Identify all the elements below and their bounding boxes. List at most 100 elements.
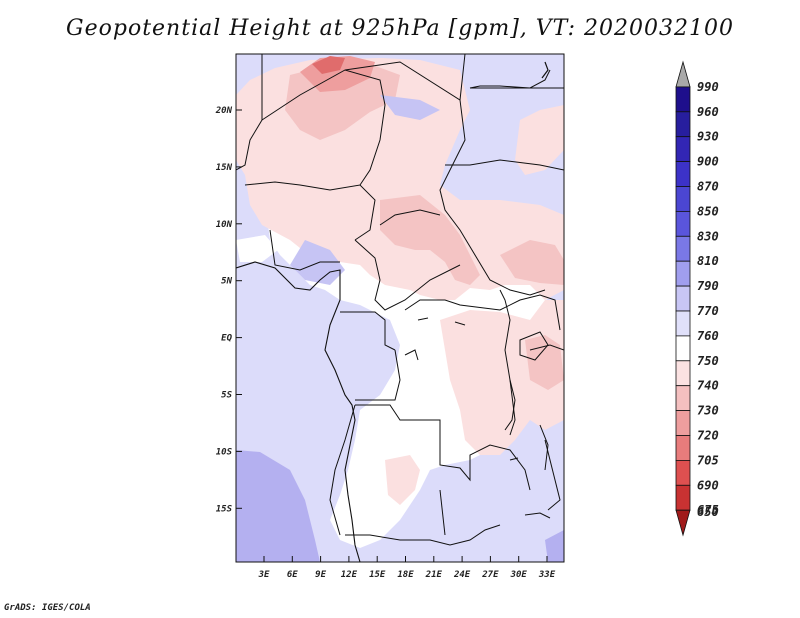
boundary-drc-north bbox=[404, 294, 561, 331]
lat-tick-label: 15S bbox=[216, 504, 233, 514]
river-3 bbox=[404, 349, 419, 361]
lat-tick-label: EQ bbox=[221, 334, 232, 344]
river-1 bbox=[417, 317, 429, 321]
field-low-southeast bbox=[545, 530, 564, 562]
boundary-gabon-congo bbox=[340, 311, 396, 351]
colorbar-label: 720 bbox=[697, 429, 719, 443]
colorbar-label: 750 bbox=[697, 354, 719, 368]
colorbar-label: 650 bbox=[697, 505, 719, 519]
colorbar-label: 740 bbox=[697, 379, 719, 393]
colorbar-bottom-arrow bbox=[675, 509, 691, 537]
lat-tick-label: 15N bbox=[216, 163, 233, 173]
footer-credit: GrADS: IGES/COLA bbox=[4, 603, 91, 613]
colorbar-segment bbox=[675, 435, 691, 461]
lon-tick-label: 9E bbox=[315, 570, 326, 580]
colorbar-label: 850 bbox=[697, 204, 719, 218]
lon-tick-label: 3E bbox=[258, 570, 270, 580]
boundary-chad-south bbox=[379, 209, 441, 226]
lon-tick-label: 27E bbox=[481, 570, 499, 580]
colorbar-label: 705 bbox=[697, 453, 719, 467]
colorbar-label: 900 bbox=[697, 155, 719, 169]
boundary-nigeria-north bbox=[244, 181, 376, 241]
field-high-north-max bbox=[312, 56, 345, 74]
colorbar-segment bbox=[675, 310, 691, 337]
colorbar-segment bbox=[675, 161, 691, 187]
boundary-namibia-north bbox=[345, 524, 501, 546]
coastline-sinai bbox=[541, 61, 549, 79]
colorbar-label: 770 bbox=[697, 304, 719, 318]
colorbar-segment bbox=[675, 136, 691, 162]
colorbar-segment bbox=[675, 210, 691, 237]
boundary-angola-coast bbox=[329, 404, 356, 536]
longitude-axis: 3E 6E 9E 12E 15E 18E 21E 24E 27E 30E 33E bbox=[258, 556, 556, 580]
river-zambezi bbox=[524, 512, 551, 519]
lake-victoria bbox=[519, 331, 549, 361]
colorbar: 990 960 930 900 870 850 830 810 790 770 760 750 740 7… bbox=[675, 60, 719, 537]
boundary-kenya bbox=[529, 344, 564, 351]
boundary-zambia-west bbox=[439, 489, 446, 536]
colorbar-top-arrow bbox=[675, 60, 691, 88]
lat-tick-label: 5S bbox=[221, 391, 232, 401]
colorbar-label: 830 bbox=[697, 229, 719, 243]
lon-tick-label: 21E bbox=[425, 570, 443, 580]
colorbar-label: 790 bbox=[697, 279, 719, 293]
colorbar-segment bbox=[675, 285, 691, 312]
colorbar-label: 990 bbox=[697, 80, 719, 94]
colorbar-segment bbox=[675, 86, 691, 113]
colorbar-segment bbox=[675, 235, 691, 262]
coastline-redsea bbox=[469, 69, 551, 89]
map-area bbox=[236, 54, 564, 562]
colorbar-segment bbox=[675, 459, 691, 486]
lat-tick-label: 10N bbox=[216, 220, 233, 230]
lake-tanganyika bbox=[504, 379, 516, 431]
lon-tick-label: 18E bbox=[397, 570, 414, 580]
colorbar-label: 760 bbox=[697, 329, 719, 343]
boundary-drc-west bbox=[355, 349, 401, 401]
boundary-cameroon-car bbox=[354, 239, 461, 311]
lake-malawi bbox=[539, 424, 549, 471]
colorbar-segment bbox=[675, 186, 691, 212]
colorbar-label: 930 bbox=[697, 130, 719, 144]
boundary-mozambique bbox=[544, 439, 561, 511]
boundary-lakes bbox=[499, 289, 516, 436]
map-frame bbox=[235, 53, 565, 563]
lon-tick-label: 12E bbox=[341, 570, 358, 580]
field-high-chad-mid bbox=[380, 195, 480, 285]
lon-tick-label: 15E bbox=[369, 570, 386, 580]
colorbar-label: 730 bbox=[697, 404, 719, 418]
colorbar-segment bbox=[675, 410, 691, 436]
colorbar-segment bbox=[675, 385, 691, 412]
colorbar-label: 870 bbox=[697, 180, 719, 194]
lake-kariba bbox=[509, 457, 519, 461]
boundary-sudan-inner bbox=[445, 159, 564, 171]
lat-tick-label: 5N bbox=[221, 277, 232, 287]
lat-tick-label: 20N bbox=[215, 106, 233, 116]
field-high-south-small bbox=[385, 455, 420, 505]
colorbar-label: 675 bbox=[697, 503, 719, 517]
lon-tick-label: 6E bbox=[287, 570, 298, 580]
boundary-libya bbox=[344, 54, 466, 101]
boundary-sudan bbox=[439, 99, 546, 296]
lon-tick-label: 24E bbox=[453, 570, 471, 580]
lon-tick-label: 30E bbox=[510, 570, 528, 580]
field-low-sahara-patch bbox=[380, 95, 440, 120]
colorbar-segment bbox=[675, 335, 691, 362]
boundary-nigeria-south bbox=[269, 229, 340, 271]
colorbar-segment bbox=[675, 260, 691, 287]
field-high-northeast bbox=[515, 105, 564, 175]
boundary-niger bbox=[261, 69, 386, 186]
lon-tick-label: 33E bbox=[538, 570, 556, 580]
field-low-southwest bbox=[236, 450, 320, 562]
coastline-west bbox=[236, 261, 361, 562]
colorbar-label: 690 bbox=[697, 478, 719, 492]
lat-tick-label: 10S bbox=[216, 447, 233, 457]
chart-title: Geopotential Height at 925hPa [gpm], VT:… bbox=[66, 16, 734, 41]
colorbar-label: 960 bbox=[697, 105, 719, 119]
field-neutral-westcoast bbox=[236, 235, 278, 262]
field-high-sudan-mid bbox=[500, 240, 564, 285]
lakes bbox=[404, 317, 551, 519]
colorbar-segment bbox=[675, 484, 691, 511]
colorbar-label: 810 bbox=[697, 254, 719, 268]
river-2 bbox=[454, 321, 466, 326]
